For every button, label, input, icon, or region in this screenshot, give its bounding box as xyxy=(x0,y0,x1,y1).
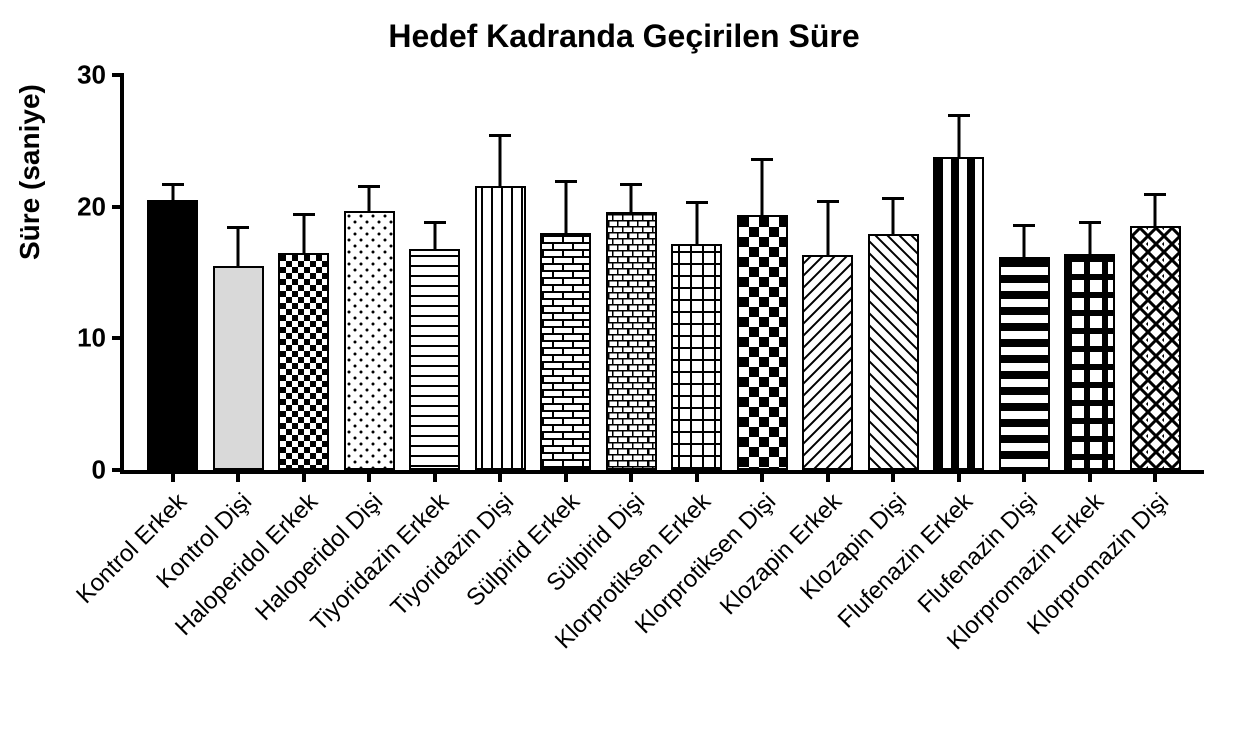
chart-container: Hedef Kadranda Geçirilen Süre Süre (sani… xyxy=(0,0,1248,744)
y-tick xyxy=(112,73,124,77)
x-tick xyxy=(891,470,895,482)
x-tick xyxy=(498,470,502,482)
x-tick xyxy=(695,470,699,482)
error-bar xyxy=(826,201,829,255)
error-cap xyxy=(489,134,511,137)
error-cap xyxy=(227,226,249,229)
y-axis-label: Süre (saniye) xyxy=(14,84,46,260)
error-bar xyxy=(1023,225,1026,257)
x-tick xyxy=(433,470,437,482)
error-bar xyxy=(892,199,895,235)
chart-title: Hedef Kadranda Geçirilen Süre xyxy=(0,18,1248,55)
x-tick xyxy=(957,470,961,482)
error-cap xyxy=(358,185,380,188)
x-tick xyxy=(826,470,830,482)
error-bar xyxy=(171,184,174,200)
y-tick-label: 30 xyxy=(77,60,106,91)
x-tick xyxy=(760,470,764,482)
error-cap xyxy=(162,183,184,186)
error-bar xyxy=(630,184,633,212)
error-cap xyxy=(817,200,839,203)
x-tick xyxy=(1153,470,1157,482)
x-tick xyxy=(367,470,371,482)
x-tick xyxy=(629,470,633,482)
x-tick xyxy=(302,470,306,482)
error-bar xyxy=(237,228,240,266)
error-cap xyxy=(751,158,773,161)
y-tick-label: 10 xyxy=(77,323,106,354)
bar xyxy=(147,200,198,470)
error-cap xyxy=(686,201,708,204)
error-bar xyxy=(957,116,960,157)
error-cap xyxy=(1013,224,1035,227)
y-tick xyxy=(112,468,124,472)
x-tick xyxy=(1088,470,1092,482)
bar-slot xyxy=(147,75,198,470)
error-cap xyxy=(293,213,315,216)
error-cap xyxy=(1079,221,1101,224)
error-cap xyxy=(882,197,904,200)
y-tick xyxy=(112,336,124,340)
x-tick xyxy=(564,470,568,482)
x-tick xyxy=(171,470,175,482)
x-tick xyxy=(236,470,240,482)
error-cap xyxy=(555,180,577,183)
error-bar xyxy=(433,222,436,248)
error-bar xyxy=(564,182,567,233)
error-cap xyxy=(424,221,446,224)
y-tick-label: 0 xyxy=(92,455,106,486)
error-cap xyxy=(1144,193,1166,196)
error-bar xyxy=(302,215,305,253)
error-cap xyxy=(620,183,642,186)
error-bar xyxy=(695,203,698,244)
y-tick-label: 20 xyxy=(77,191,106,222)
error-bar xyxy=(368,187,371,211)
y-tick xyxy=(112,205,124,209)
x-tick xyxy=(1022,470,1026,482)
error-cap xyxy=(948,114,970,117)
plot-area: 0102030Kontrol ErkekKontrol DişiHaloperi… xyxy=(120,75,1204,474)
error-bar xyxy=(1088,222,1091,254)
error-bar xyxy=(1154,195,1157,227)
x-axis-label: Kontrol Erkek xyxy=(71,488,193,610)
error-bar xyxy=(499,136,502,186)
error-bar xyxy=(761,159,764,214)
